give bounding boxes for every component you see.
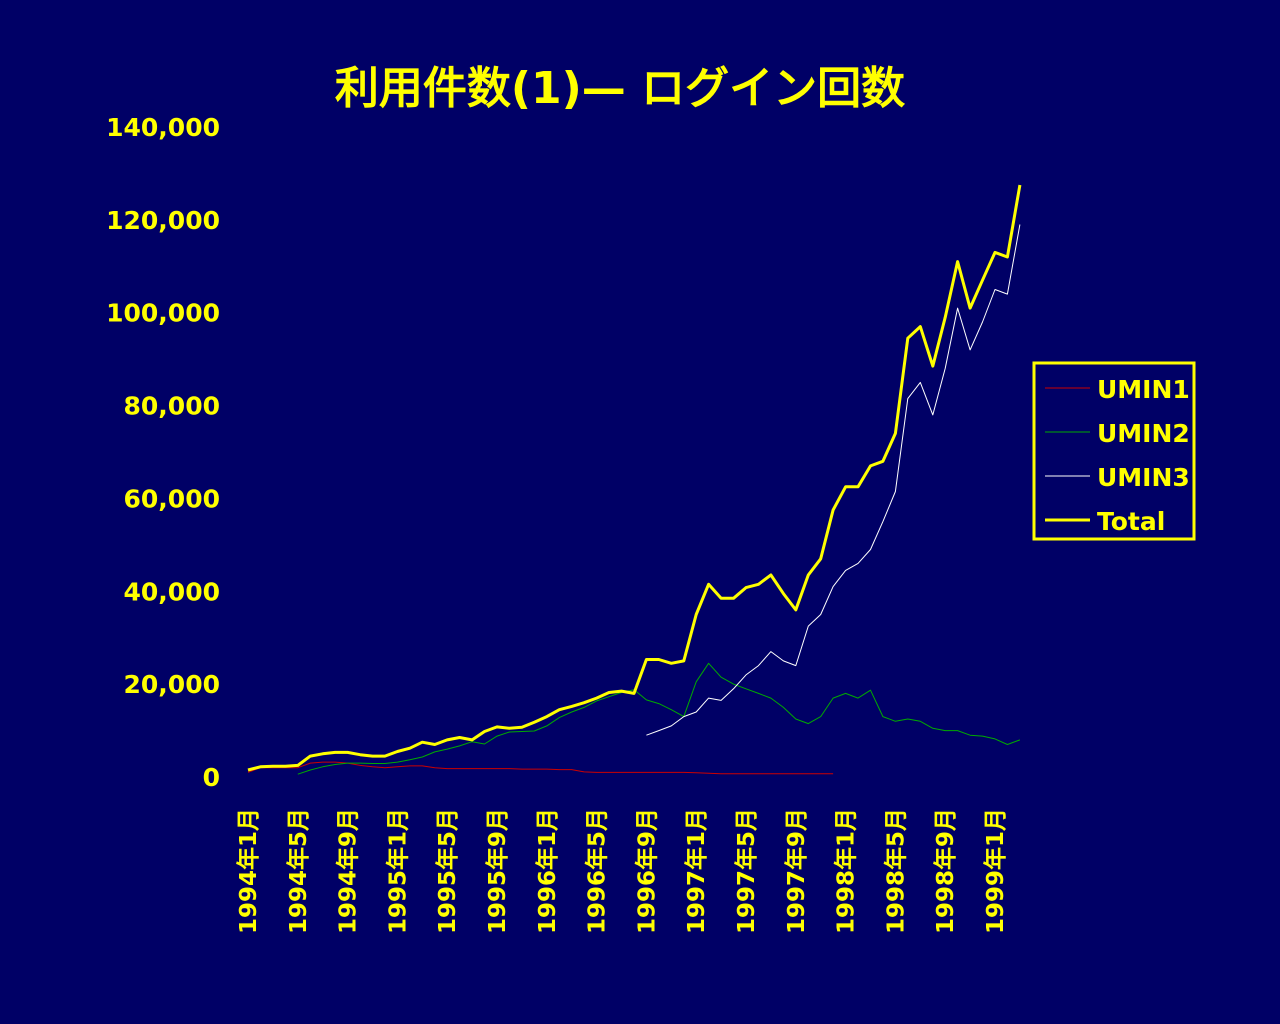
y-tick-label: 60,000: [124, 484, 220, 513]
legend-label-umin1: UMIN1: [1097, 375, 1190, 404]
x-tick-label: 1994年1月: [235, 808, 262, 934]
y-tick-label: 120,000: [106, 206, 220, 235]
y-tick-label: 80,000: [124, 392, 220, 421]
series-lines: [247, 184, 1022, 775]
series-line-umin2: [297, 662, 1021, 775]
x-tick-label: 1996年5月: [584, 808, 611, 934]
y-tick-label: 0: [203, 763, 220, 792]
x-tick-label: 1998年5月: [882, 808, 909, 934]
legend-box: [1032, 361, 1196, 541]
x-tick-label: 1997年5月: [733, 808, 760, 934]
series-line-total: [247, 184, 1022, 772]
legend-label-umin3: UMIN3: [1097, 463, 1190, 492]
series-line-umin3: [646, 224, 1021, 736]
x-tick-label: 1995年9月: [484, 808, 511, 934]
x-tick-label: 1996年9月: [633, 808, 660, 934]
x-tick-label: 1998年9月: [932, 808, 959, 934]
y-tick-label: 20,000: [124, 670, 220, 699]
y-tick-label: 140,000: [106, 113, 220, 142]
legend-label-total: Total: [1097, 507, 1165, 536]
x-tick-label: 1996年1月: [534, 808, 561, 934]
x-tick-label: 1995年1月: [384, 808, 411, 934]
y-axis-ticks: 0 20,000 40,000 60,000 80,000 100,000 120,000 1…: [106, 113, 220, 792]
series-line-umin1: [247, 761, 834, 775]
x-tick-label: 1999年1月: [982, 808, 1009, 934]
y-tick-label: 40,000: [124, 577, 220, 606]
x-tick-label: 1994年9月: [335, 808, 362, 934]
x-axis-ticks: 1994年1月 1994年5月 1994年9月 1995年1月 1995年5月 1995年…: [235, 808, 1009, 934]
x-tick-label: 1995年5月: [434, 808, 461, 934]
x-tick-label: 1997年9月: [783, 808, 810, 934]
x-tick-label: 1998年1月: [833, 808, 860, 934]
legend-label-umin2: UMIN2: [1097, 419, 1190, 448]
x-tick-label: 1997年1月: [683, 808, 710, 934]
legend: UMIN1 UMIN2 UMIN3 Total: [1032, 361, 1196, 541]
x-tick-label: 1994年5月: [285, 808, 312, 934]
chart-title: 利用件数(1)— ログイン回数: [335, 63, 905, 114]
y-tick-label: 100,000: [106, 299, 220, 328]
